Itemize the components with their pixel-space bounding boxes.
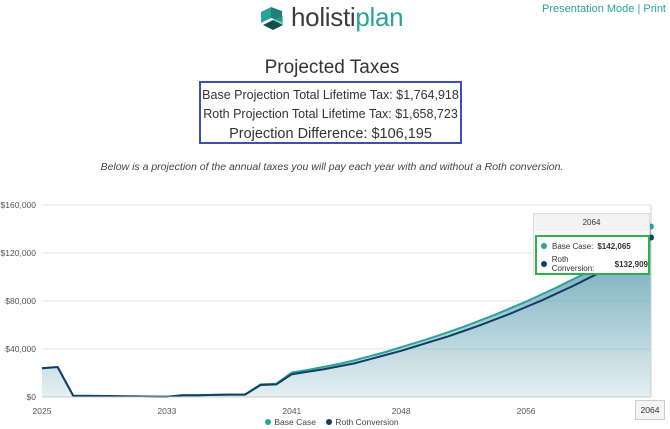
presentation-mode-link[interactable]: Presentation Mode xyxy=(542,3,635,15)
tooltip-roth-value: $132,909 xyxy=(614,259,648,269)
legend-roth-dot-icon xyxy=(326,419,333,425)
tooltip-year: 2064 xyxy=(534,214,649,231)
roth-conversion-dot-icon xyxy=(541,261,547,267)
logo-cube-icon xyxy=(261,6,283,30)
summary-box: Base Projection Total Lifetime Tax: $1,7… xyxy=(199,81,462,144)
link-separator: | xyxy=(637,3,641,15)
chart-legend: Base Case Roth Conversion xyxy=(0,417,664,427)
roth-projection-total: Roth Projection Total Lifetime Tax: $1,6… xyxy=(203,107,458,121)
x-tick-label: 2041 xyxy=(282,406,301,416)
tooltip-base-value: $142,065 xyxy=(597,241,631,251)
tooltip-values-box: Base Case: $142,065 Roth Conversion: $13… xyxy=(535,235,650,275)
x-tick-label: 2033 xyxy=(157,406,176,416)
x-tick-label: 2056 xyxy=(517,406,536,416)
base-case-area xyxy=(42,226,651,397)
logo-wordmark: holistiplan xyxy=(291,2,404,32)
legend-item-base-case[interactable]: Base Case xyxy=(265,417,316,427)
x-tick-label: 2025 xyxy=(33,406,52,416)
holistiplan-logo: holistiplan xyxy=(257,2,404,33)
tooltip-base-label: Base Case: xyxy=(552,241,594,251)
legend-base-dot-icon xyxy=(265,419,272,425)
y-tick-label: $0 xyxy=(27,392,37,402)
base-projection-total: Base Projection Total Lifetime Tax: $1,7… xyxy=(202,88,459,102)
y-tick-label: $120,000 xyxy=(1,248,37,258)
x-tick-label: 2048 xyxy=(392,406,411,416)
y-tick-label: $40,000 xyxy=(5,344,36,354)
y-tick-label: $80,000 xyxy=(5,296,36,306)
projection-difference: Projection Difference: $106,195 xyxy=(229,126,432,142)
base-case-dot-icon xyxy=(541,243,547,249)
y-tick-label: $160,000 xyxy=(1,200,37,210)
tooltip-base-row: Base Case: $142,065 xyxy=(537,237,648,255)
legend-base-label: Base Case xyxy=(274,417,316,427)
print-link[interactable]: Print xyxy=(643,3,666,15)
tooltip-roth-label: Roth Conversion: xyxy=(551,255,595,273)
chart-tooltip: 2064 Base Case: $142,065 Roth Conversion… xyxy=(533,213,650,275)
tooltip-roth-row: Roth Conversion: $132,909 xyxy=(537,255,648,273)
chart-description: Below is a projection of the annual taxe… xyxy=(100,161,564,173)
legend-roth-label: Roth Conversion xyxy=(335,417,399,427)
page-title: Projected Taxes xyxy=(264,57,400,78)
x-axis-crosshair-label: 2064 xyxy=(635,400,665,420)
top-links: Presentation Mode | Print xyxy=(542,3,666,15)
legend-item-roth-conversion[interactable]: Roth Conversion xyxy=(326,417,399,427)
